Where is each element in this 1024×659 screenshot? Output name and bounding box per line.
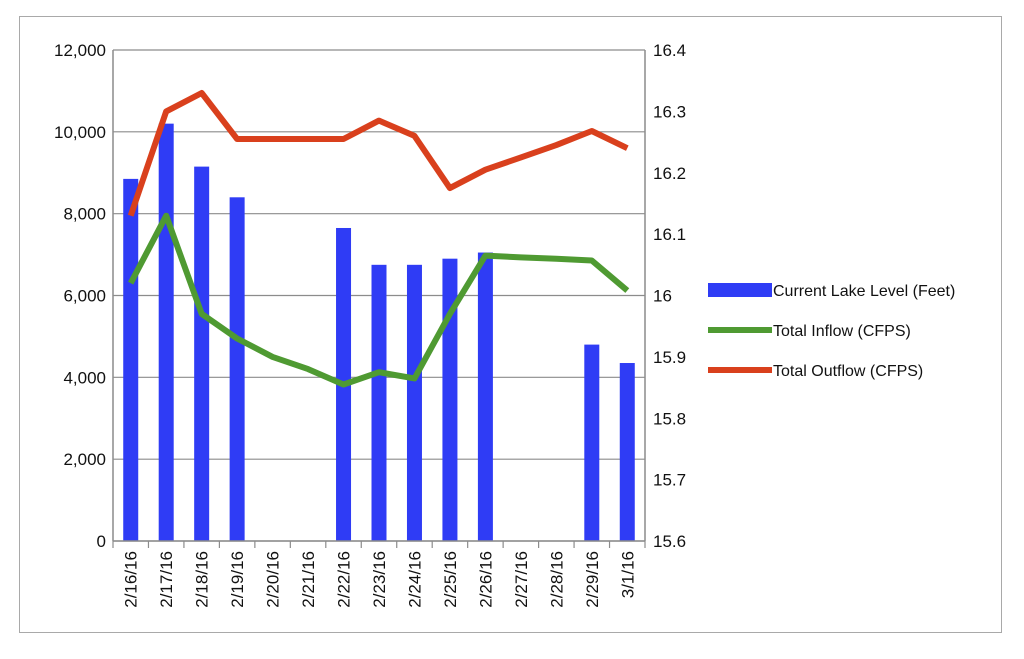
- legend-swatch-bar: [708, 283, 772, 297]
- axes: [112, 50, 646, 542]
- x-tick-label: 3/1/16: [618, 551, 637, 598]
- legend-label: Total Inflow (CFPS): [773, 323, 911, 340]
- bar: [406, 264, 422, 541]
- bar: [229, 197, 245, 542]
- x-tick-label: 2/22/16: [335, 551, 354, 608]
- left-tick-label: 4,000: [63, 368, 106, 387]
- left-tick-label: 8,000: [63, 205, 106, 224]
- x-tick-label: 2/25/16: [441, 551, 460, 608]
- legend-label: Current Lake Level (Feet): [773, 283, 955, 300]
- line-series: [127, 90, 630, 388]
- x-tick-label: 2/28/16: [547, 551, 566, 608]
- bar-series: [123, 123, 635, 542]
- bar: [619, 363, 635, 541]
- x-tick-label: 2/16/16: [122, 551, 141, 608]
- x-tick-label: 2/20/16: [264, 551, 283, 608]
- bar: [584, 344, 600, 541]
- x-tick-label: 2/27/16: [512, 551, 531, 608]
- bar: [477, 252, 493, 541]
- left-tick-label: 2,000: [63, 450, 106, 469]
- right-tick-label: 15.6: [653, 532, 686, 551]
- right-tick-label: 16.1: [653, 225, 686, 244]
- x-tick-label: 2/23/16: [370, 551, 389, 608]
- x-tick-label: 2/18/16: [193, 551, 212, 608]
- chart-frame: 0 2,000 4,000 6,000 8,000 10,000 12,000 15.6 15…: [19, 16, 1002, 633]
- bar: [123, 178, 139, 541]
- right-axis-ticks: 15.6 15.7 15.8 15.9 16 16.1 16.2 16.3 16.4: [653, 41, 686, 551]
- x-axis-ticks: 2/16/16 2/17/16 2/18/16 2/19/16 2/20/16 2/21/…: [112, 541, 646, 608]
- right-tick-label: 16: [653, 287, 672, 306]
- left-axis-ticks: 0 2,000 4,000 6,000 8,000 10,000 12,000: [54, 41, 106, 551]
- left-tick-label: 0: [97, 532, 106, 551]
- x-tick-label: 2/17/16: [157, 551, 176, 608]
- bar: [442, 258, 458, 541]
- legend-label: Total Outflow (CFPS): [773, 363, 923, 380]
- bar: [371, 264, 387, 541]
- right-tick-label: 16.3: [653, 102, 686, 121]
- right-tick-label: 16.2: [653, 164, 686, 183]
- x-tick-label: 2/19/16: [228, 551, 247, 608]
- left-tick-label: 12,000: [54, 41, 106, 60]
- bar: [194, 166, 210, 542]
- right-tick-label: 15.9: [653, 348, 686, 367]
- right-tick-label: 16.4: [653, 41, 686, 60]
- left-tick-label: 6,000: [63, 287, 106, 306]
- left-tick-label: 10,000: [54, 123, 106, 142]
- x-tick-label: 2/26/16: [476, 551, 495, 608]
- series-line-total-outflow-cfps: [127, 90, 629, 217]
- x-tick-label: 2/21/16: [299, 551, 318, 608]
- right-tick-label: 15.8: [653, 409, 686, 428]
- series-line-total-inflow-cfps: [128, 212, 630, 388]
- right-tick-label: 15.7: [653, 471, 686, 490]
- x-tick-label: 2/24/16: [405, 551, 424, 608]
- bar: [158, 123, 174, 542]
- legend: Current Lake Level (Feet) Total Inflow (C…: [708, 283, 955, 380]
- x-tick-label: 2/29/16: [583, 551, 602, 608]
